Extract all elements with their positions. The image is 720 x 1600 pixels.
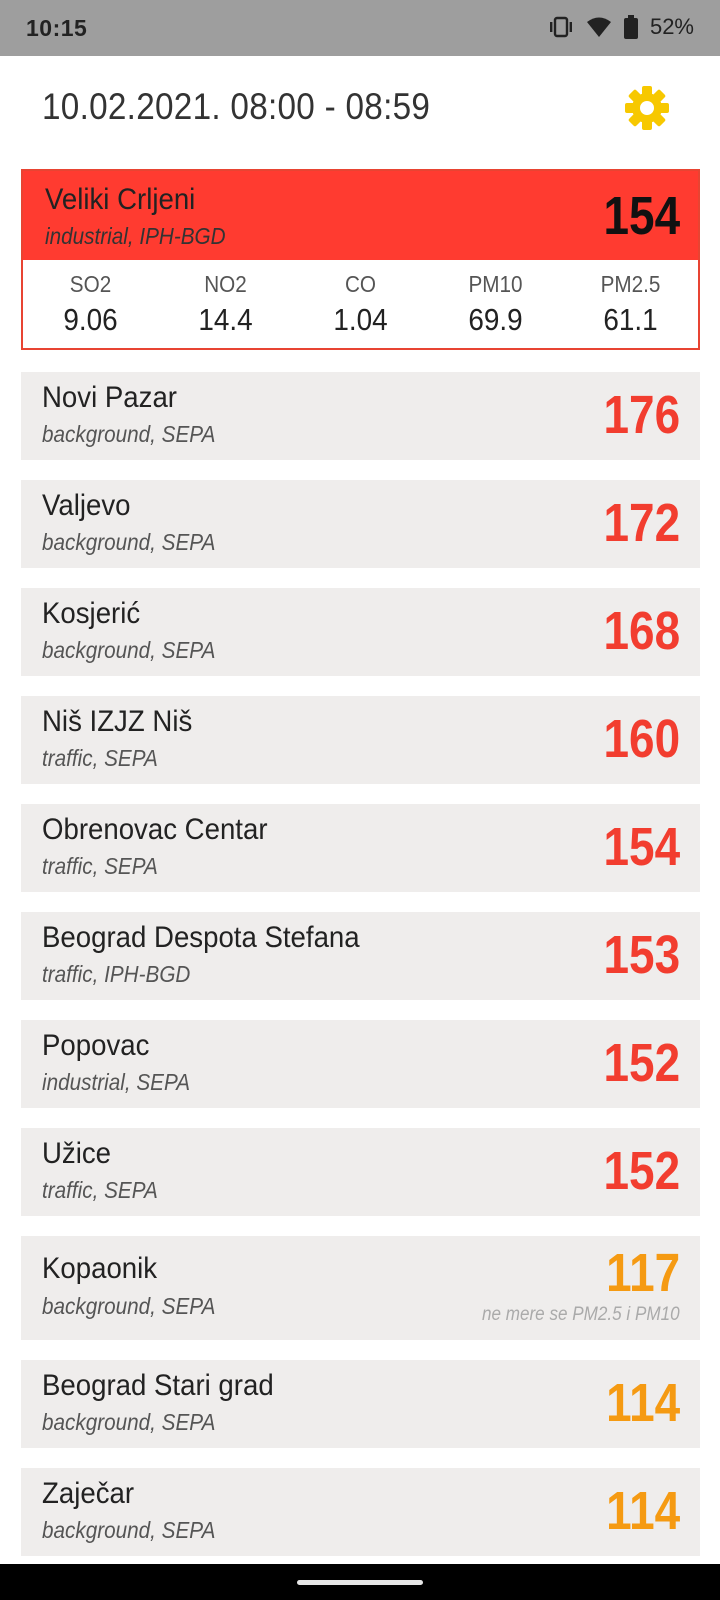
station-name: Niš IZJZ Niš: [42, 705, 193, 738]
station-note: ne mere se PM2.5 i PM10: [482, 1304, 680, 1325]
navigation-bar: [0, 1564, 720, 1600]
vibrate-icon: [548, 16, 574, 38]
station-type: industrial, IPH-BGD: [45, 223, 226, 249]
pollutant-value: 69.9: [468, 301, 523, 337]
status-bar: 10:15 52%: [0, 0, 720, 56]
battery-percent: 52%: [649, 14, 694, 39]
station-type: traffic, SEPA: [42, 1177, 158, 1203]
aqi-value: 117: [605, 1243, 680, 1303]
station-name: Obrenovac Centar: [42, 813, 268, 846]
pollutant-pm25: PM2.5 61.1: [563, 271, 698, 338]
station-row[interactable]: Novi Pazar background, SEPA 176: [21, 372, 700, 460]
app-header: 10.02.2021. 08:00 - 08:59: [0, 56, 720, 166]
aqi-value: 154: [603, 186, 680, 246]
pollutant-pm10: PM10 69.9: [428, 271, 563, 338]
station-name: Užice: [42, 1137, 112, 1170]
aqi-value: 114: [605, 1481, 680, 1541]
aqi-value: 153: [603, 925, 680, 985]
page-title: 10.02.2021. 08:00 - 08:59: [42, 86, 431, 127]
aqi-value: 114: [605, 1373, 680, 1433]
station-type: background, SEPA: [42, 637, 216, 663]
station-row[interactable]: Zaječar background, SEPA 114: [21, 1468, 700, 1556]
pollutant-value: 14.4: [198, 301, 253, 337]
aqi-value: 168: [603, 601, 680, 661]
expanded-station-header[interactable]: Veliki Crljeni industrial, IPH-BGD 154: [23, 171, 698, 260]
home-gesture-handle[interactable]: [297, 1580, 423, 1585]
station-type: traffic, SEPA: [42, 745, 158, 771]
pollutant-value: 1.04: [333, 301, 388, 337]
pollutant-co: CO 1.04: [293, 271, 428, 338]
station-name: Kopaonik: [42, 1252, 158, 1285]
station-name: Valjevo: [42, 489, 131, 522]
station-row[interactable]: Niš IZJZ Niš traffic, SEPA 160: [21, 696, 700, 784]
status-time: 10:15: [26, 15, 88, 41]
aqi-value: 154: [603, 817, 680, 877]
aqi-value: 160: [603, 709, 680, 769]
pollutant-value: 61.1: [603, 301, 658, 337]
station-type: background, SEPA: [42, 529, 216, 555]
station-name: Zaječar: [42, 1477, 135, 1510]
station-row[interactable]: Kopaonik background, SEPA 117 ne mere se…: [21, 1236, 700, 1340]
gear-icon: [624, 85, 670, 136]
station-list[interactable]: Veliki Crljeni industrial, IPH-BGD 154 S…: [21, 169, 700, 1564]
pollutant-label: PM10: [468, 270, 523, 297]
station-row[interactable]: Beograd Stari grad background, SEPA 114: [21, 1360, 700, 1448]
pollutant-value: 9.06: [63, 301, 118, 337]
station-row[interactable]: Valjevo background, SEPA 172: [21, 480, 700, 568]
status-icons: 52%: [548, 14, 694, 40]
pollutant-readings: SO2 9.06 NO2 14.4 CO 1.04 PM10 69.9 PM2.…: [23, 260, 698, 348]
pollutant-label: PM2.5: [600, 270, 661, 297]
aqi-value: 152: [603, 1033, 680, 1093]
aqi-value: 172: [603, 493, 680, 553]
pollutant-so2: SO2 9.06: [23, 271, 158, 338]
station-name: Beograd Stari grad: [42, 1369, 274, 1402]
pollutant-no2: NO2 14.4: [158, 271, 293, 338]
pollutant-label: NO2: [204, 270, 247, 297]
settings-button[interactable]: [622, 85, 672, 135]
station-name: Beograd Despota Stefana: [42, 921, 360, 954]
expanded-station-card[interactable]: Veliki Crljeni industrial, IPH-BGD 154 S…: [21, 169, 700, 350]
station-row[interactable]: Beograd Despota Stefana traffic, IPH-BGD…: [21, 912, 700, 1000]
station-type: background, SEPA: [42, 1517, 216, 1543]
station-name: Popovac: [42, 1029, 150, 1062]
station-type: traffic, IPH-BGD: [42, 961, 191, 987]
station-name: Veliki Crljeni: [45, 183, 196, 216]
aqi-value: 176: [603, 385, 680, 445]
pollutant-label: CO: [344, 270, 377, 297]
station-type: industrial, SEPA: [42, 1069, 191, 1095]
station-type: background, SEPA: [42, 1409, 216, 1435]
station-type: background, SEPA: [42, 1293, 216, 1319]
station-name: Kosjerić: [42, 597, 141, 630]
aqi-value: 152: [603, 1141, 680, 1201]
station-row[interactable]: Užice traffic, SEPA 152: [21, 1128, 700, 1216]
station-type: traffic, SEPA: [42, 853, 158, 879]
battery-icon: [623, 15, 638, 39]
station-type: background, SEPA: [42, 421, 216, 447]
station-row[interactable]: Obrenovac Centar traffic, SEPA 154: [21, 804, 700, 892]
station-name: Novi Pazar: [42, 381, 177, 414]
station-row[interactable]: Kosjerić background, SEPA 168: [21, 588, 700, 676]
pollutant-label: SO2: [69, 270, 112, 297]
station-row[interactable]: Popovac industrial, SEPA 152: [21, 1020, 700, 1108]
wifi-icon: [586, 16, 612, 38]
